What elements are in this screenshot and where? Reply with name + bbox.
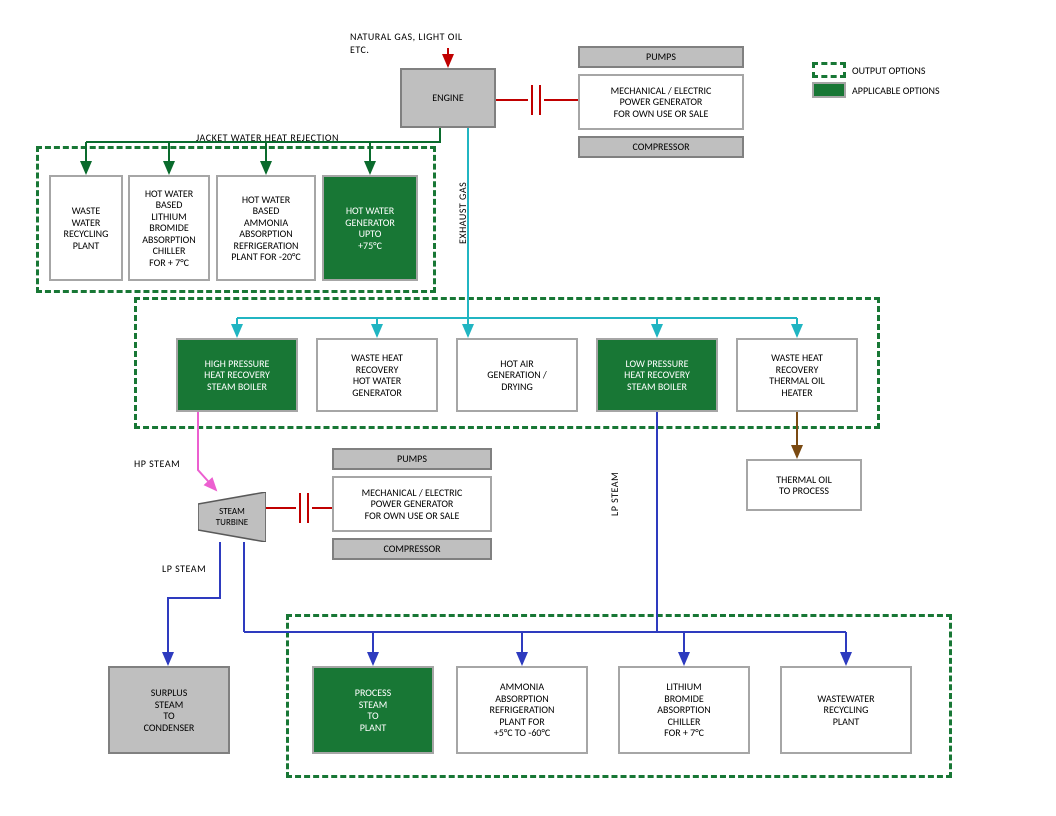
hot-water-gen: HOT WATER GENERATOR UPTO +75°C xyxy=(322,175,418,281)
exhaust-label: EXHAUST GAS xyxy=(456,182,469,244)
legend: OUTPUT OPTIONS APPLICABLE OPTIONS xyxy=(812,62,940,102)
legend-output-label: OUTPUT OPTIONS xyxy=(852,64,925,77)
lp-steam-label-1: LP STEAM xyxy=(162,562,206,575)
wh-hot-water: WASTE HEAT RECOVERY HOT WATER GENERATOR xyxy=(316,338,438,412)
ammonia-2: AMMONIA ABSORPTION REFRIGERATION PLANT F… xyxy=(456,666,588,754)
surplus-steam: SURPLUS STEAM TO CONDENSER xyxy=(108,666,230,754)
ammonia-plant: HOT WATER BASED AMMONIA ABSORPTION REFRI… xyxy=(216,175,316,281)
mech-gen-1: MECHANICAL / ELECTRIC POWER GENERATOR FO… xyxy=(578,74,744,130)
libr-chiller: HOT WATER BASED LITHIUM BROMIDE ABSORPTI… xyxy=(128,175,210,281)
pumps-1: PUMPS xyxy=(578,46,744,68)
legend-applicable-label: APPLICABLE OPTIONS xyxy=(852,84,940,97)
engine: ENGINE xyxy=(400,68,496,128)
pumps-2: PUMPS xyxy=(332,448,492,470)
thermal-oil: THERMAL OIL TO PROCESS xyxy=(746,459,862,511)
steam-turbine: STEAM TURBINE xyxy=(198,492,266,542)
hp-boiler: HIGH PRESSURE HEAT RECOVERY STEAM BOILER xyxy=(176,338,298,412)
jacket-label: JACKET WATER HEAT REJECTION xyxy=(196,131,339,144)
lp-boiler: LOW PRESSURE HEAT RECOVERY STEAM BOILER xyxy=(596,338,718,412)
compressor-1: COMPRESSOR xyxy=(578,136,744,158)
wastewater-2: WASTEWATER RECYCLING PLANT xyxy=(780,666,912,754)
compressor-2: COMPRESSOR xyxy=(332,538,492,560)
lp-steam-label-2: LP STEAM xyxy=(608,472,621,516)
wh-thermal: WASTE HEAT RECOVERY THERMAL OIL HEATER xyxy=(736,338,858,412)
fuel-label: NATURAL GAS, LIGHT OIL ETC. xyxy=(350,30,463,56)
hp-steam-label: HP STEAM xyxy=(134,457,180,470)
hot-air-gen: HOT AIR GENERATION / DRYING xyxy=(456,338,578,412)
process-steam: PROCESS STEAM TO PLANT xyxy=(312,666,434,754)
libr-2: LITHIUM BROMIDE ABSORPTION CHILLER FOR +… xyxy=(618,666,750,754)
mech-gen-2: MECHANICAL / ELECTRIC POWER GENERATOR FO… xyxy=(332,476,492,532)
waste-water-plant: WASTE WATER RECYCLING PLANT xyxy=(49,175,123,281)
